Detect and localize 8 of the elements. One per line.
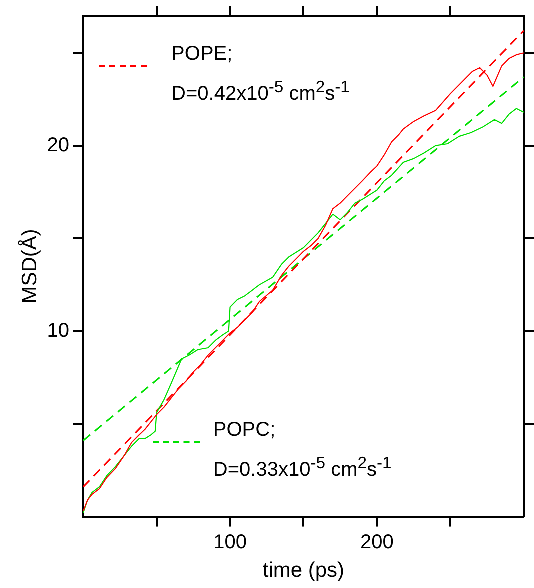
y-tick-label: 10 [47,320,70,342]
x-tick-label: 200 [360,531,394,554]
x-axis-title: time (ps) [262,559,345,582]
y-tick-label: 20 [47,134,70,156]
x-tick-label: 100 [214,531,247,554]
legend-label: POPE; D=0.42x10$^{-5}$ cm$^{2}$s$^{-1}$ [172,42,350,107]
legend-label: POPC; D=0.33x10$^{-5}$ cm$^{2}$s$^{-1}$ [213,418,392,483]
y-axis-title: MSD(Å) [17,229,42,304]
